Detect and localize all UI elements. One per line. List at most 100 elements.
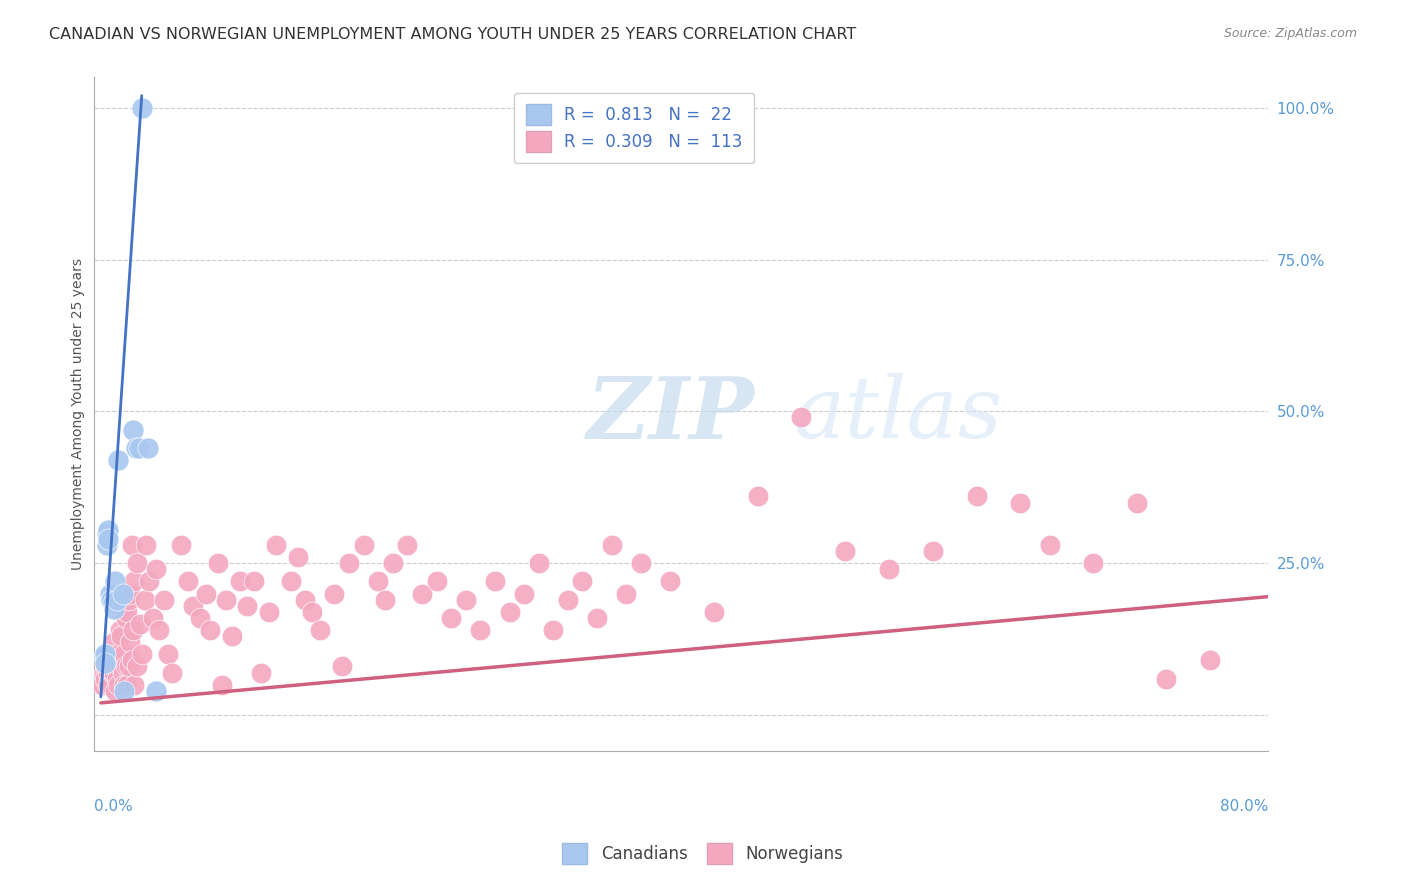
Point: [188, 611, 211, 625]
Point: [440, 611, 463, 625]
Point: [96, 525, 118, 540]
Point: [96, 538, 118, 552]
Point: [104, 574, 127, 589]
Point: [243, 574, 266, 589]
Point: [107, 678, 129, 692]
Point: [250, 665, 273, 680]
Point: [323, 586, 346, 600]
Point: [877, 562, 900, 576]
Point: [484, 574, 506, 589]
Point: [107, 453, 129, 467]
Point: [257, 605, 280, 619]
Point: [111, 665, 134, 680]
Point: [425, 574, 447, 589]
Point: [498, 605, 520, 619]
Point: [125, 441, 148, 455]
Point: [98, 672, 121, 686]
Point: [287, 550, 309, 565]
Point: [112, 678, 135, 692]
Point: [264, 538, 287, 552]
Point: [114, 611, 136, 625]
Point: [381, 556, 404, 570]
Point: [703, 605, 725, 619]
Point: [200, 623, 222, 637]
Text: CANADIAN VS NORWEGIAN UNEMPLOYMENT AMONG YOUTH UNDER 25 YEARS CORRELATION CHART: CANADIAN VS NORWEGIAN UNEMPLOYMENT AMONG…: [49, 27, 856, 42]
Point: [111, 586, 134, 600]
Point: [124, 574, 146, 589]
Point: [834, 544, 856, 558]
Point: [104, 659, 127, 673]
Point: [105, 592, 128, 607]
Point: [337, 556, 360, 570]
Point: [411, 586, 433, 600]
Point: [152, 592, 174, 607]
Point: [207, 556, 229, 570]
Point: [177, 574, 200, 589]
Point: [211, 678, 233, 692]
Point: [94, 672, 117, 686]
Point: [353, 538, 375, 552]
Point: [94, 648, 117, 662]
Point: [294, 592, 316, 607]
Legend: R =  0.813   N =  22, R =  0.309   N =  113: R = 0.813 N = 22, R = 0.309 N = 113: [515, 93, 754, 163]
Point: [112, 648, 135, 662]
Point: [131, 648, 153, 662]
Point: [124, 678, 146, 692]
Point: [280, 574, 302, 589]
Point: [543, 623, 565, 637]
Point: [98, 586, 121, 600]
Point: [145, 683, 167, 698]
Point: [103, 665, 125, 680]
Point: [138, 574, 160, 589]
Point: [215, 592, 238, 607]
Point: [1038, 538, 1060, 552]
Point: [1199, 653, 1222, 667]
Point: [96, 648, 118, 662]
Point: [228, 574, 250, 589]
Point: [122, 623, 145, 637]
Point: [100, 678, 122, 692]
Point: [142, 611, 165, 625]
Point: [236, 599, 259, 613]
Y-axis label: Unemployment Among Youth under 25 years: Unemployment Among Youth under 25 years: [72, 259, 86, 571]
Point: [120, 635, 142, 649]
Point: [194, 586, 217, 600]
Point: [112, 683, 135, 698]
Point: [181, 599, 204, 613]
Point: [470, 623, 492, 637]
Point: [103, 601, 125, 615]
Point: [91, 678, 114, 692]
Point: [374, 592, 396, 607]
Point: [114, 659, 136, 673]
Point: [93, 665, 115, 680]
Point: [136, 441, 159, 455]
Point: [586, 611, 609, 625]
Point: [747, 490, 769, 504]
Point: [127, 659, 149, 673]
Point: [527, 556, 550, 570]
Point: [571, 574, 593, 589]
Point: [101, 596, 124, 610]
Point: [630, 556, 652, 570]
Point: [221, 629, 243, 643]
Point: [98, 659, 121, 673]
Point: [122, 423, 145, 437]
Point: [105, 653, 128, 667]
Point: [97, 532, 120, 546]
Legend: Canadians, Norwegians: Canadians, Norwegians: [555, 837, 851, 871]
Point: [135, 538, 157, 552]
Point: [110, 629, 132, 643]
Point: [94, 657, 117, 671]
Point: [1010, 495, 1032, 509]
Point: [97, 678, 120, 692]
Text: atlas: atlas: [793, 373, 1001, 456]
Point: [117, 592, 139, 607]
Point: [111, 599, 134, 613]
Point: [1154, 672, 1177, 686]
Point: [128, 441, 150, 455]
Point: [100, 592, 122, 607]
Point: [108, 623, 131, 637]
Point: [145, 562, 167, 576]
Point: [101, 665, 124, 680]
Point: [105, 672, 128, 686]
